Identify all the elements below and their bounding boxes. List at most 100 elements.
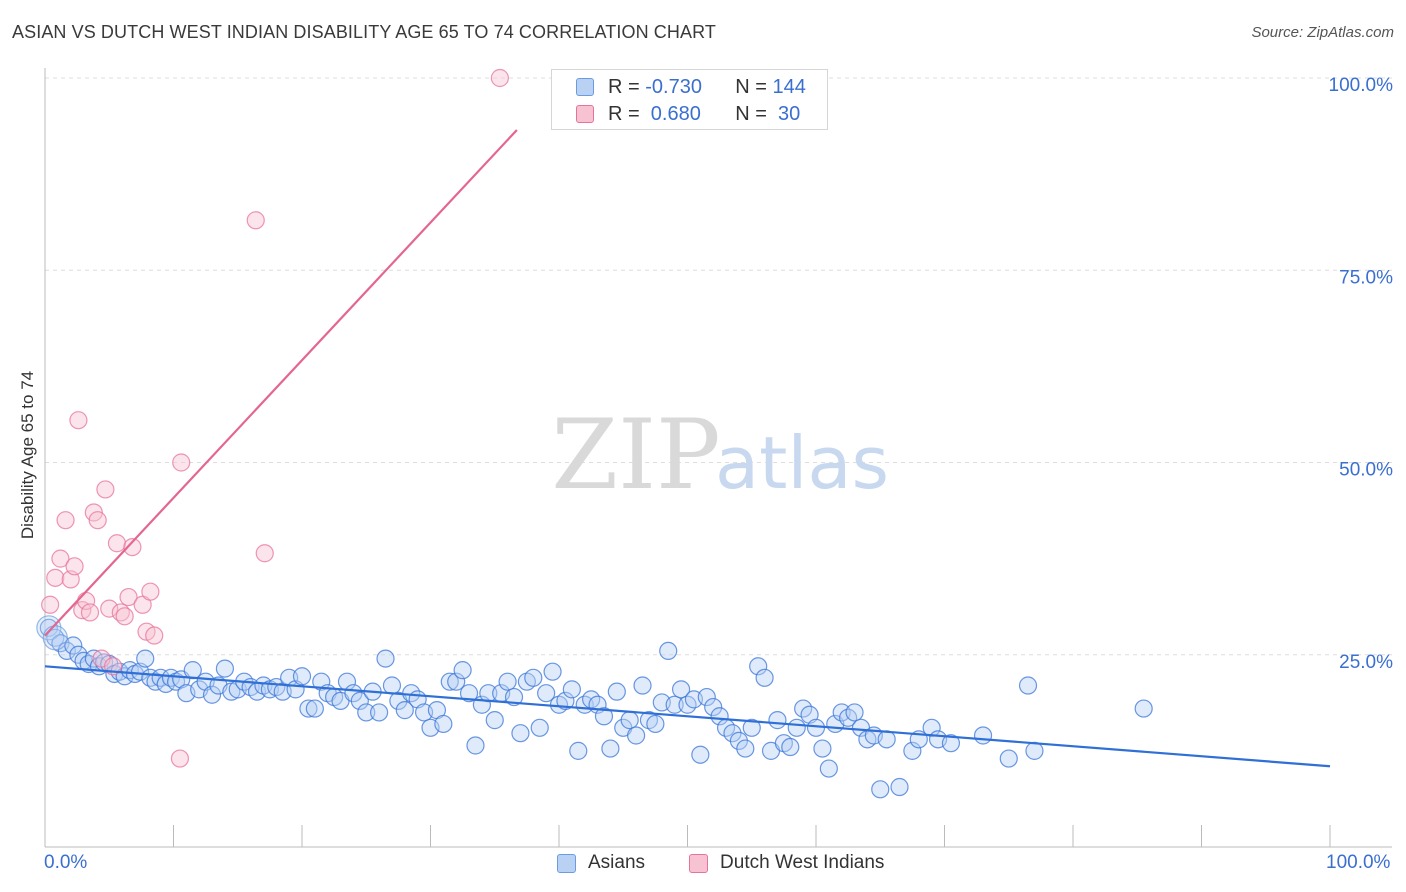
asian-point [42,625,68,651]
asian-point [594,707,614,726]
asian-point [569,741,588,760]
asian-point [877,730,896,749]
asian-point [781,737,800,757]
dutch-west-indian-point [65,557,84,576]
asian-point [646,714,665,734]
asian-point [1134,699,1153,718]
asian-point [813,739,832,758]
legend-r-label: R = [608,102,646,125]
asian-point [973,726,993,745]
dutch-west-indian-point [246,211,265,230]
asian-point [697,687,716,707]
asian-point [562,680,581,699]
x-tick-label-max: 100.0% [1326,852,1391,873]
asian-point [357,703,376,722]
x-tick-label-min: 0.0% [44,852,88,873]
asian-point [350,691,369,710]
asian-point [871,780,890,799]
stats-legend: R = -0.730 N = 144 R = 0.680 N = 30 [551,69,828,130]
dutch-west-indian-point [100,599,119,618]
asian-point [845,703,864,722]
legend-row-dutch-west-indians: R = 0.680 N = 30 [576,101,800,127]
dutch-west-indian-point [141,582,160,601]
asian-point [633,676,652,695]
asian-point [755,668,774,687]
asian-point [736,739,755,758]
watermark-zip: ZIP [551,399,720,511]
legend-r-label: R = [608,75,646,98]
dutch-west-indian-point [46,568,65,587]
legend-n-label: N = [735,102,773,125]
asian-point [312,672,331,691]
asian-point [768,711,787,730]
asian-point [691,745,710,764]
y-tick-label: 100.0% [1329,75,1394,96]
asian-point [504,687,524,707]
asian-point [530,718,549,737]
chart-source: Source: ZipAtlas.com [1251,24,1394,41]
dutch-west-indian-point [69,411,88,430]
asian-point [382,676,402,695]
dutch-west-indian-point [56,511,75,530]
y-tick-label: 25.0% [1339,652,1393,673]
asian-point [537,684,556,703]
asian-point [498,672,517,691]
legend-swatch-asians [576,78,594,96]
asian-point [787,718,806,737]
grid-lines [45,77,1392,656]
asian-point [292,667,312,686]
trend-lines [44,129,1331,768]
legend-r-value: 0.680 [645,102,701,125]
asian-point [299,699,318,718]
dutch-west-indian-point [80,603,100,622]
asian-point [511,724,530,743]
chart-title: ASIAN VS DUTCH WEST INDIAN DISABILITY AG… [12,22,716,42]
asian-point [447,672,466,691]
legend-n-value: 144 [772,75,806,98]
dutch-west-indian-point [96,480,115,499]
watermark-atlas: atlas [715,421,889,505]
asian-points [36,615,1153,799]
asian-point [453,661,472,680]
asian-point [1018,676,1038,695]
asian-point [459,684,479,703]
asian-point [710,707,729,726]
asian-point [543,662,562,681]
y-tick-label: 50.0% [1339,460,1393,481]
series-legend: Asians Dutch West Indians [557,852,928,874]
dutch-west-indian-point [170,749,190,768]
asian-trend-line [44,665,1331,768]
dutch-west-indian-point [115,607,134,626]
dutch-west-indian-point [88,511,107,530]
y-tick-label: 75.0% [1339,267,1393,288]
asian-point [704,697,723,717]
asian-point [202,685,222,704]
asian-point [903,741,922,760]
series-swatch-dutch-west-indians [689,853,709,873]
dutch-west-indian-points [41,68,509,768]
dutch-west-indian-trend-line [44,129,518,637]
asian-point [941,734,961,753]
series-legend-label: Dutch West Indians [720,852,885,873]
dutch-west-indian-point [41,595,60,614]
asian-point [665,695,684,714]
asian-point [626,726,646,745]
dutch-west-indian-point [172,453,191,472]
series-swatch-asians [557,853,576,873]
dutch-west-indian-point [51,549,70,568]
legend-row-asians: R = -0.730 N = 144 [576,74,806,100]
asian-point [890,777,909,797]
dutch-west-indian-point [119,587,138,607]
asian-point [556,691,575,710]
asian-point [607,682,626,701]
legend-r-value: -0.730 [645,75,702,98]
series-legend-label: Asians [588,852,646,873]
asian-point [136,649,155,668]
series-legend-dutch-west-indians: Dutch West Indians [689,852,884,874]
asian-point [1025,741,1044,760]
dutch-west-indian-point [123,537,142,557]
watermark: ZIP atlas [551,399,889,511]
legend-n-label: N = [735,75,773,98]
asian-point [601,739,620,758]
